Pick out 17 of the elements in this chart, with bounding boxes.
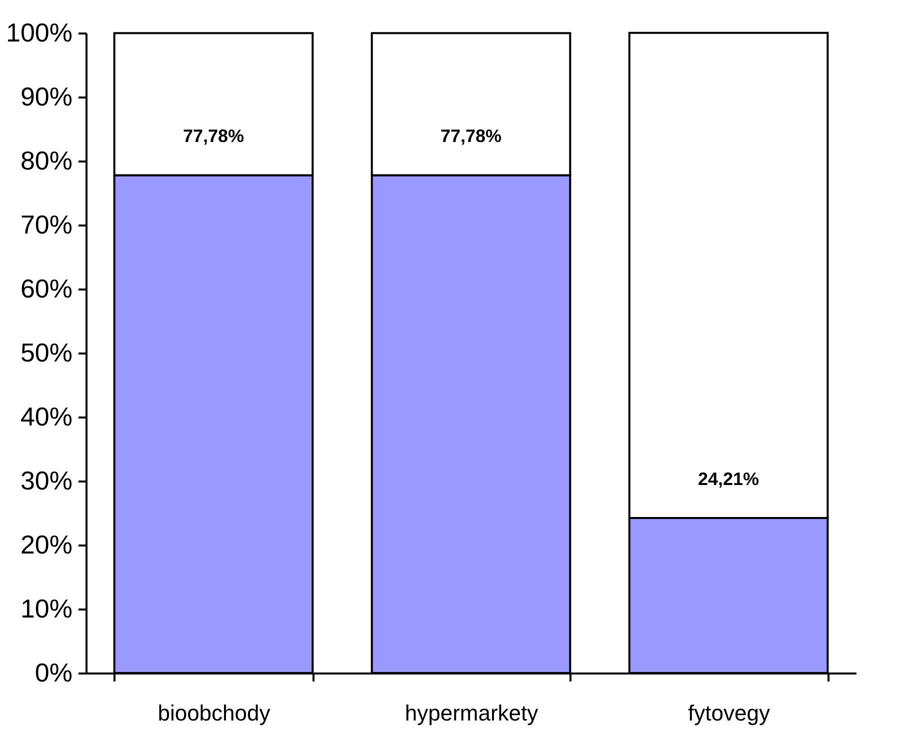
x-tick-label: fytovegy <box>688 700 770 726</box>
y-tick-label: 100% <box>6 18 72 48</box>
x-tick-label: hypermarkety <box>404 700 538 726</box>
y-tick-label: 20% <box>20 530 72 560</box>
data-label: 77,78% <box>440 126 502 146</box>
x-tick-label: bioobchody <box>158 700 270 726</box>
data-label: 24,21% <box>698 469 760 490</box>
y-tick-label: 50% <box>20 338 72 368</box>
y-tick-label: 30% <box>20 466 72 496</box>
y-tick-label: 10% <box>20 594 72 624</box>
y-tick-label: 40% <box>20 402 72 432</box>
y-tick-label: 80% <box>20 146 72 176</box>
y-tick-label: 0% <box>34 658 72 688</box>
y-tick-label: 90% <box>20 82 72 112</box>
y-tick-label: 70% <box>20 210 72 240</box>
data-label: 77,78% <box>182 126 244 146</box>
y-tick-label: 60% <box>20 274 72 304</box>
